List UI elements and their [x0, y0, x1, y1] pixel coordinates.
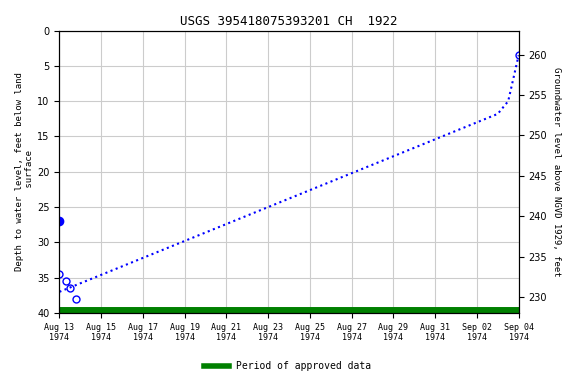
Y-axis label: Depth to water level, feet below land
 surface: Depth to water level, feet below land su… — [15, 72, 35, 271]
Y-axis label: Groundwater level above NGVD 1929, feet: Groundwater level above NGVD 1929, feet — [552, 67, 561, 276]
Title: USGS 395418075393201 CH  1922: USGS 395418075393201 CH 1922 — [180, 15, 398, 28]
Legend: Period of approved data: Period of approved data — [200, 358, 376, 375]
